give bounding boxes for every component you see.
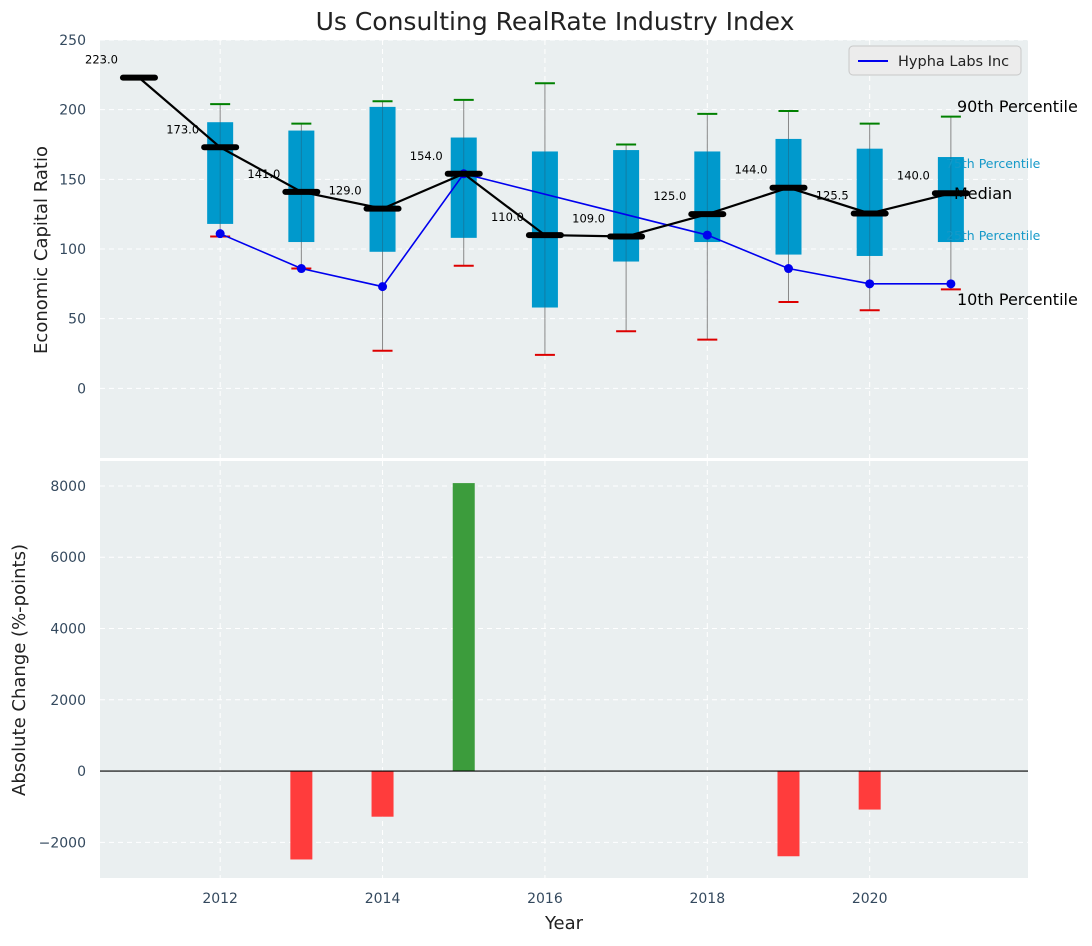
median-data-label: 140.0 [897, 168, 930, 182]
company-point [946, 279, 956, 289]
top-y-tick-label: 200 [59, 103, 86, 119]
company-point [296, 264, 306, 274]
top-y-tick-label: 100 [59, 242, 86, 258]
bottom-y-tick-label: −2000 [39, 835, 86, 851]
bottom-y-tick-label: 0 [77, 764, 86, 780]
median-data-label: 144.0 [735, 163, 768, 177]
company-point [215, 229, 225, 239]
median-data-label: 129.0 [329, 184, 362, 198]
bottom-y-axis-title: Absolute Change (%-points) [9, 544, 30, 796]
top-y-tick-label: 0 [77, 381, 86, 397]
median-data-label: 223.0 [85, 53, 118, 67]
p10-side-label: 10th Percentile [957, 290, 1078, 309]
change-bar [290, 771, 313, 860]
top-y-axis-title: Economic Capital Ratio [31, 146, 52, 354]
x-tick-label: 2018 [689, 891, 725, 907]
x-tick-label: 2016 [527, 891, 563, 907]
legend-box [848, 45, 1022, 76]
x-axis-title: Year [544, 913, 584, 934]
x-tick-label: 2014 [365, 891, 401, 907]
bottom-panel-background [100, 461, 1028, 878]
bottom-y-tick-label: 6000 [50, 550, 86, 566]
company-point [702, 230, 712, 240]
company-point [865, 279, 875, 289]
q25-side-label: 25th Percentile [946, 228, 1041, 243]
median-data-label: 109.0 [572, 211, 605, 225]
change-bar [452, 483, 475, 772]
top-y-tick-label: 150 [59, 172, 86, 188]
company-point [783, 264, 793, 274]
median-data-label: 110.0 [491, 210, 524, 224]
change-bar [371, 771, 394, 817]
legend: Hypha Labs Inc [848, 45, 1022, 76]
change-bar [858, 771, 881, 810]
x-tick-label: 2020 [852, 891, 888, 907]
q75-side-label: 75th Percentile [946, 156, 1041, 171]
median-side-label: Median [954, 184, 1012, 203]
bottom-y-tick-label: 4000 [50, 622, 86, 638]
chart-title: Us Consulting RealRate Industry Index [316, 7, 795, 36]
p90-side-label: 90th Percentile [957, 97, 1078, 116]
median-data-label: 125.0 [653, 189, 686, 203]
company-series-line [219, 172, 951, 288]
change-bar [777, 771, 800, 857]
median-data-label: 125.5 [816, 188, 849, 202]
median-data-label: 141.0 [247, 167, 280, 181]
legend-entry-label: Hypha Labs Inc [898, 54, 1009, 70]
bottom-y-tick-label: 2000 [50, 693, 86, 709]
company-point [378, 282, 388, 292]
top-y-tick-label: 50 [68, 312, 86, 328]
top-y-tick-label: 250 [59, 33, 86, 49]
x-tick-label: 2012 [202, 891, 238, 907]
bottom-y-tick-label: 8000 [50, 479, 86, 495]
median-data-label: 173.0 [166, 122, 199, 136]
median-data-label: 154.0 [410, 149, 443, 163]
